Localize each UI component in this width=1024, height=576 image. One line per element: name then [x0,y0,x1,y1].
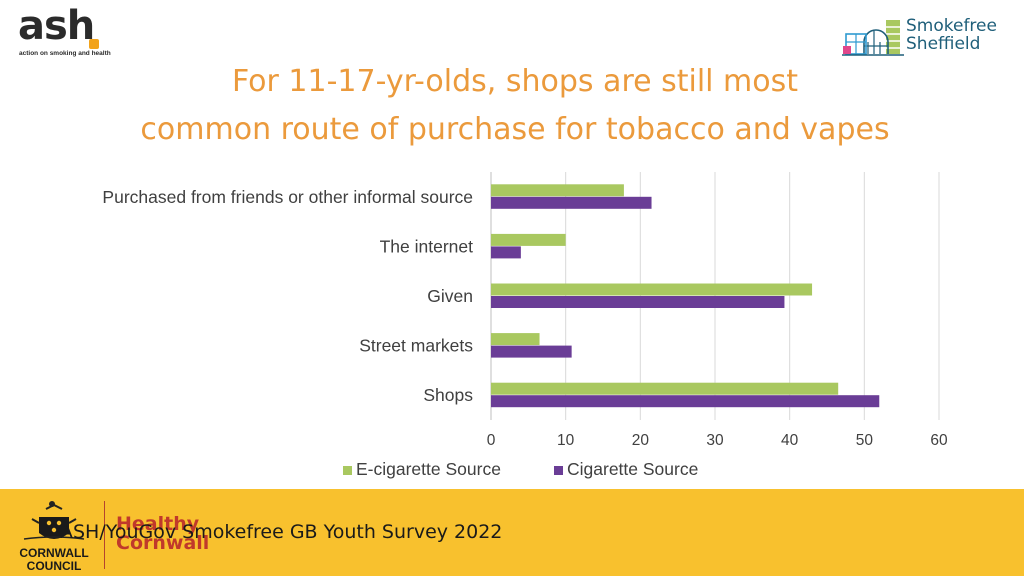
smokefree-logo-line1: Smokefree [906,16,997,36]
bar-ecigarette [491,382,839,395]
healthy-logo-line2: Cornwall [116,532,210,554]
council-logo-line2: COUNCIL [26,559,82,573]
x-tick-label: 30 [706,432,724,449]
bar-cigarette [491,296,785,308]
sheffield-skyline-icon [842,20,904,56]
bar-cigarette [491,196,652,209]
healthy-cornwall-logo: Healthy Cornwall [116,515,209,553]
bar-ecigarette [491,184,624,197]
ash-logo-word: ash [18,3,95,49]
x-tick-label: 0 [487,432,496,449]
legend-swatch-cigarette [554,466,563,475]
x-tick-label: 20 [632,432,650,449]
category-label: Given [427,286,473,306]
healthy-logo-line1: Healthy [116,513,200,535]
cornwall-council-logo: CORNWALL COUNCIL [6,495,102,573]
smokefree-logo-line2: Sheffield [906,34,981,54]
footer-bar: CORNWALL COUNCIL Healthy Cornwall ASH/Yo… [0,489,1024,576]
bar-cigarette [491,395,880,408]
title-line-1: For 11-17-yr-olds, shops are still most [231,64,799,99]
category-label: The internet [380,236,474,256]
bar-chart: Purchased from friends or other informal… [102,172,948,479]
cornwall-council-wordmark: CORNWALL COUNCIL [6,547,102,573]
smokefree-sheffield-logo: Smokefree Sheffield [842,16,1012,58]
legend-label: Cigarette Source [567,459,698,479]
category-label: Shops [423,385,473,405]
category-label: Purchased from friends or other informal… [102,187,473,207]
bar-ecigarette [491,283,813,296]
logo-divider [104,501,105,569]
title-line-2: common route of purchase for tobacco and… [140,112,890,147]
x-tick-label: 40 [781,432,799,449]
source-citation: ASH/YouGov Smokefree GB Youth Survey 202… [60,521,503,543]
slide-title: For 11-17-yr-olds, shops are still most … [90,58,940,154]
legend-swatch-ecigarette [343,466,352,475]
bar-ecigarette [491,333,540,346]
legend-label: E-cigarette Source [356,459,501,479]
x-tick-label: 10 [557,432,575,449]
ash-logo-tagline: action on smoking and health [19,50,111,57]
ash-logo: ash action on smoking and health [18,6,118,60]
bar-cigarette [491,246,521,259]
ash-logo-dot [89,39,99,49]
x-tick-label: 60 [930,432,948,449]
bar-cigarette [491,345,572,358]
smokefree-sheffield-wordmark: Smokefree Sheffield [906,17,997,53]
cornwall-crest-icon [23,501,85,540]
bar-ecigarette [491,233,566,246]
council-logo-line1: CORNWALL [19,546,89,560]
category-label: Street markets [359,336,473,356]
x-tick-label: 50 [856,432,874,449]
